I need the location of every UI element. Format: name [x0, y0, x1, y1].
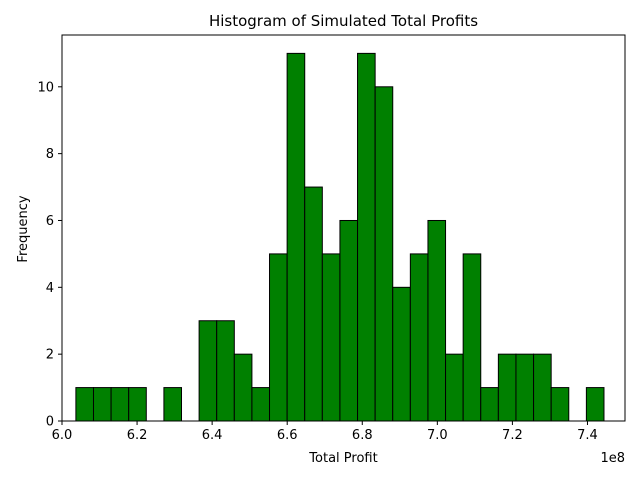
- histogram-bar: [550, 387, 570, 422]
- histogram-bar: [269, 253, 288, 422]
- histogram-bar: [427, 219, 447, 422]
- x-tick-label: 6.8: [352, 428, 373, 443]
- histogram-bar: [445, 353, 464, 422]
- histogram-bar: [233, 353, 253, 422]
- x-tick-label: 6.0: [52, 428, 73, 443]
- y-axis-ticks: 0 2 4 6 8 10: [37, 80, 62, 430]
- histogram-bar: [92, 387, 112, 422]
- histogram-bar: [163, 387, 183, 422]
- x-tick-label: 7.2: [502, 428, 523, 443]
- histogram-bar: [392, 286, 411, 422]
- histogram-bar: [462, 253, 482, 422]
- x-tick-label: 7.4: [577, 428, 598, 443]
- y-tick-label: 4: [46, 281, 54, 296]
- histogram-bar: [216, 320, 235, 422]
- y-tick-label: 8: [46, 147, 54, 162]
- x-axis-offset-label: 1e8: [600, 451, 625, 466]
- histogram-bar: [286, 52, 306, 422]
- x-axis-label: Total Profit: [308, 451, 377, 466]
- bars-group: [75, 52, 605, 422]
- y-tick-label: 10: [37, 80, 54, 95]
- histogram-bar: [374, 86, 394, 422]
- histogram-bar: [497, 353, 517, 422]
- histogram-bar: [585, 387, 605, 422]
- y-axis-label: Frequency: [16, 195, 31, 262]
- x-tick-label: 6.2: [127, 428, 148, 443]
- x-axis-ticks: 6.0 6.2 6.4 6.6 6.8 7.0 7.2 7.4: [52, 421, 598, 443]
- y-tick-label: 6: [46, 214, 54, 229]
- histogram-bar: [198, 320, 218, 422]
- histogram-bar: [533, 353, 552, 422]
- histogram-bar: [515, 353, 535, 422]
- x-tick-label: 6.4: [202, 428, 223, 443]
- histogram-bar: [357, 52, 376, 422]
- histogram-bar: [304, 186, 323, 422]
- plot-frame: [61, 34, 626, 422]
- histogram-bar: [339, 219, 359, 422]
- y-tick-label: 2: [46, 348, 54, 363]
- chart-title: Histogram of Simulated Total Profits: [209, 12, 478, 30]
- x-tick-label: 6.6: [277, 428, 298, 443]
- histogram-bar: [75, 387, 94, 422]
- histogram-bar: [409, 253, 429, 422]
- histogram-bar: [321, 253, 341, 422]
- histogram-bar: [128, 387, 147, 422]
- x-tick-label: 7.0: [427, 428, 448, 443]
- histogram-bar: [251, 387, 271, 422]
- y-tick-label: 0: [46, 415, 54, 430]
- histogram-bar: [110, 387, 130, 422]
- histogram-bar: [480, 387, 499, 422]
